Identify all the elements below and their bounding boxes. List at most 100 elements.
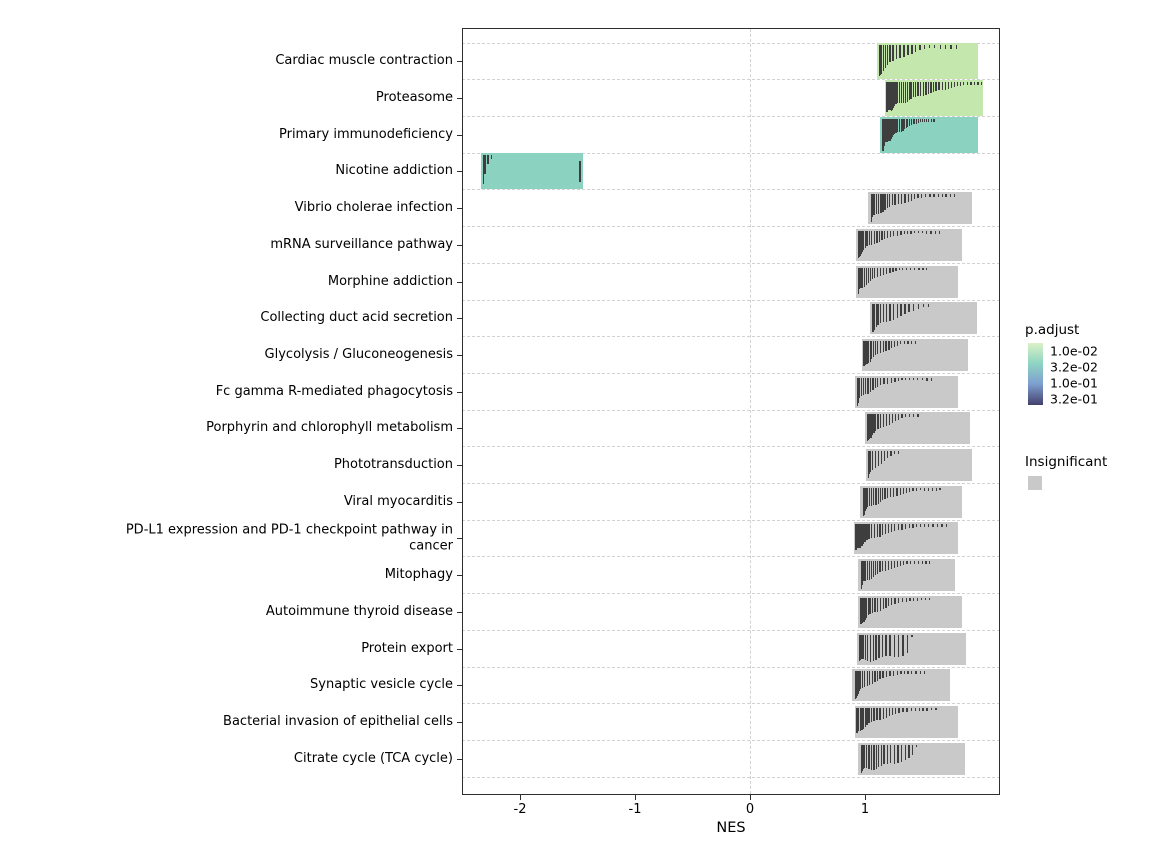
gene-tick (878, 230, 881, 242)
gene-tick (956, 82, 959, 87)
gene-tick (926, 230, 928, 234)
gene-tick (867, 414, 869, 441)
gene-tick (922, 304, 925, 308)
gene-tick (917, 414, 919, 418)
legend-padjust-label: 1.0e-01 (1050, 375, 1098, 391)
gene-tick (867, 487, 869, 508)
gene-tick (934, 45, 936, 49)
gene-tick (872, 304, 875, 332)
gene-tick (915, 524, 918, 528)
gene-tick (886, 267, 888, 275)
gene-tick (930, 118, 932, 122)
gene-tick (910, 561, 912, 564)
y-axis-tickmark (457, 98, 462, 100)
gene-tick (861, 707, 863, 731)
gridline-horizontal (462, 79, 1000, 81)
gene-tick (949, 194, 951, 197)
gene-tick (904, 414, 907, 418)
gene-tick (866, 671, 868, 687)
gene-tick (926, 707, 928, 711)
gene-tick (862, 744, 864, 769)
gene-tick (865, 377, 867, 395)
gene-tick (888, 194, 891, 207)
gene-tick (924, 671, 926, 674)
gene-tick (869, 267, 871, 282)
gene-tick (923, 524, 925, 527)
gene-tick (886, 451, 889, 459)
gene-tick (874, 597, 876, 613)
y-axis-label: Morphine addiction (327, 273, 453, 289)
gene-tick (904, 82, 907, 103)
gene-tick (924, 597, 926, 601)
gene-tick (918, 267, 920, 271)
gene-tick (871, 340, 873, 360)
gene-tick (904, 118, 906, 130)
gene-tick (870, 414, 872, 438)
gene-tick (911, 744, 914, 755)
gene-tick (858, 267, 861, 290)
gene-tick (933, 118, 935, 122)
gene-tick (935, 707, 937, 711)
gene-tick (865, 597, 868, 618)
gene-tick (491, 155, 493, 159)
x-axis-tickmark (749, 795, 751, 800)
legend-padjust-label: 1.0e-02 (1050, 343, 1098, 359)
gridline-horizontal (462, 666, 1000, 668)
gene-tick (896, 671, 899, 676)
gene-tick (889, 744, 892, 764)
gene-tick (879, 304, 882, 324)
gene-tick (911, 634, 913, 638)
gene-tick (892, 45, 894, 61)
gene-tick (891, 414, 894, 423)
gene-tick (941, 524, 943, 528)
gene-tick (953, 82, 956, 88)
y-axis-label: mRNA surveillance pathway (270, 237, 453, 253)
gene-tick (908, 414, 911, 417)
gridline-horizontal (462, 446, 1000, 448)
gene-tick (867, 414, 870, 441)
gene-tick (925, 118, 928, 122)
gene-tick (858, 230, 860, 258)
gene-tick (879, 414, 882, 428)
gene-tick (877, 340, 879, 354)
gene-tick (877, 451, 879, 467)
gene-tick (860, 744, 863, 773)
gene-tick (917, 194, 919, 199)
gene-tick (907, 118, 909, 127)
y-axis-tickmark (457, 208, 462, 210)
gene-tick (883, 744, 885, 765)
gene-tick (863, 597, 865, 622)
y-axis-tickmark (457, 391, 462, 393)
gene-tick (970, 82, 972, 86)
y-axis-label: Proteasome (375, 90, 453, 106)
gene-tick (882, 597, 885, 610)
gene-tick (881, 45, 883, 74)
gene-tick (866, 707, 868, 726)
gene-tick (885, 340, 887, 352)
x-axis-tickmark (864, 795, 866, 800)
gene-tick (905, 267, 908, 271)
gene-tick (885, 634, 887, 657)
y-axis-tickmark (457, 758, 462, 760)
gene-tick (912, 304, 915, 311)
y-axis-label: Porphyrin and chlorophyll metabolism (206, 420, 453, 436)
gene-tick (928, 118, 930, 122)
gene-tick (906, 634, 909, 654)
gene-tick (953, 194, 956, 197)
gene-tick (867, 267, 870, 284)
gene-tick (859, 524, 862, 548)
gene-tick (900, 340, 902, 345)
gene-tick (897, 414, 900, 420)
gene-tick (910, 194, 912, 201)
gene-tick (870, 451, 872, 472)
y-axis-tickmark (457, 685, 462, 687)
gene-tick (886, 118, 889, 142)
gene-tick (882, 267, 885, 276)
gene-tick (914, 82, 917, 97)
gene-tick (926, 267, 928, 271)
gene-tick (909, 597, 911, 601)
gene-tick (890, 118, 892, 140)
gene-tick (912, 377, 915, 381)
gene-tick (873, 267, 876, 278)
y-axis-tickmark (457, 318, 462, 320)
